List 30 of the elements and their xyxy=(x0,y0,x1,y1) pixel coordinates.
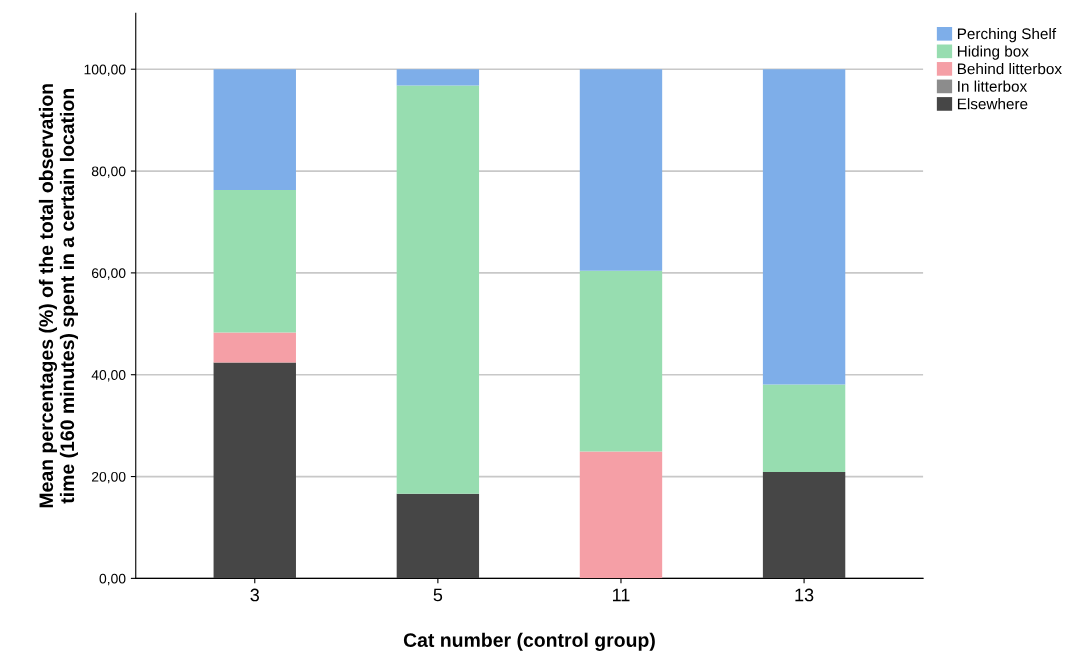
x-axis-title: Cat number (control group) xyxy=(403,632,655,651)
bar xyxy=(213,362,296,579)
y-tick-label: 100,00 xyxy=(84,64,126,77)
x-tick-label: 3 xyxy=(250,588,259,602)
bar xyxy=(213,69,296,190)
bar xyxy=(579,270,663,452)
y-tick-label: 0,00 xyxy=(99,573,126,586)
legend-label: Behind litterbox xyxy=(957,63,1062,75)
y-tick-label: 60,00 xyxy=(91,268,126,280)
bar xyxy=(762,384,846,472)
bar xyxy=(396,85,480,494)
y-axis-title: Mean percentages (%) of the total observation time (160 minutes) spent in a certain location xyxy=(38,84,78,508)
x-tick-label: 11 xyxy=(612,588,630,602)
y-tick-label: 20,00 xyxy=(91,471,126,484)
y-tick-label: 80,00 xyxy=(91,166,126,178)
legend-label: Elsewhere xyxy=(957,98,1028,110)
bar xyxy=(213,332,296,363)
legend-label: Hiding box xyxy=(957,45,1029,60)
legend-label: Perching Shelf xyxy=(957,27,1057,43)
bar xyxy=(396,493,480,579)
bar xyxy=(396,69,480,86)
bar xyxy=(762,471,846,579)
bar xyxy=(762,69,846,385)
y-tick-label: 40,00 xyxy=(91,370,126,382)
bar xyxy=(579,451,663,579)
x-tick-label: 13 xyxy=(795,588,814,602)
legend-label: In litterbox xyxy=(958,80,1028,92)
bar xyxy=(213,189,296,333)
x-tick-label: 5 xyxy=(433,588,443,602)
bar xyxy=(579,69,663,271)
